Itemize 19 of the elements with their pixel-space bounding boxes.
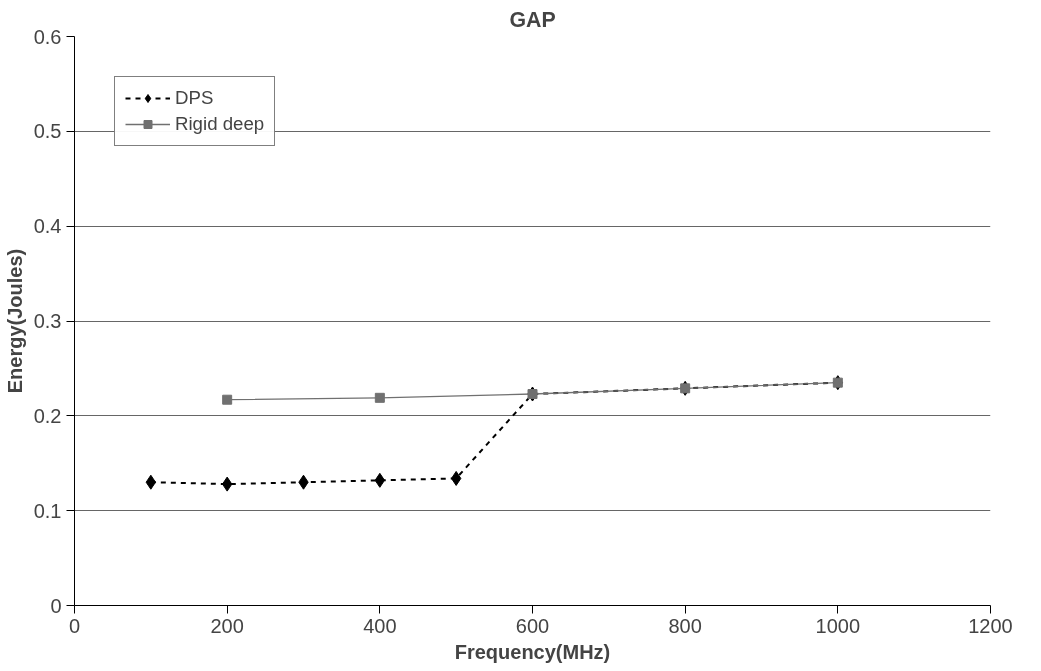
y-tick-label: 0.2: [33, 404, 62, 427]
x-tick-label: 200: [210, 614, 244, 637]
y-tick-label: 0: [50, 594, 62, 617]
x-tick-label: 400: [363, 614, 397, 637]
y-tick-label: 0.4: [33, 215, 62, 238]
legend-label: Rigid deep: [175, 113, 265, 135]
x-tick-label: 800: [668, 614, 702, 637]
chart-title: GAP: [509, 7, 556, 32]
y-tick-label: 0.3: [33, 310, 62, 332]
y-tick-label: 0.1: [33, 499, 62, 522]
y-tick-label: 0.6: [33, 25, 62, 48]
x-tick-label: 0: [68, 614, 81, 637]
y-axis-title: Energy(Joules): [3, 248, 26, 394]
x-tick-label: 600: [515, 614, 550, 637]
y-tick-label: 0.5: [33, 120, 62, 143]
x-axis-title: Frequency(MHz): [454, 640, 611, 663]
x-tick-label: 1200: [968, 614, 1013, 637]
legend-label: DPS: [175, 87, 214, 109]
x-tick-label: 1000: [815, 614, 861, 637]
